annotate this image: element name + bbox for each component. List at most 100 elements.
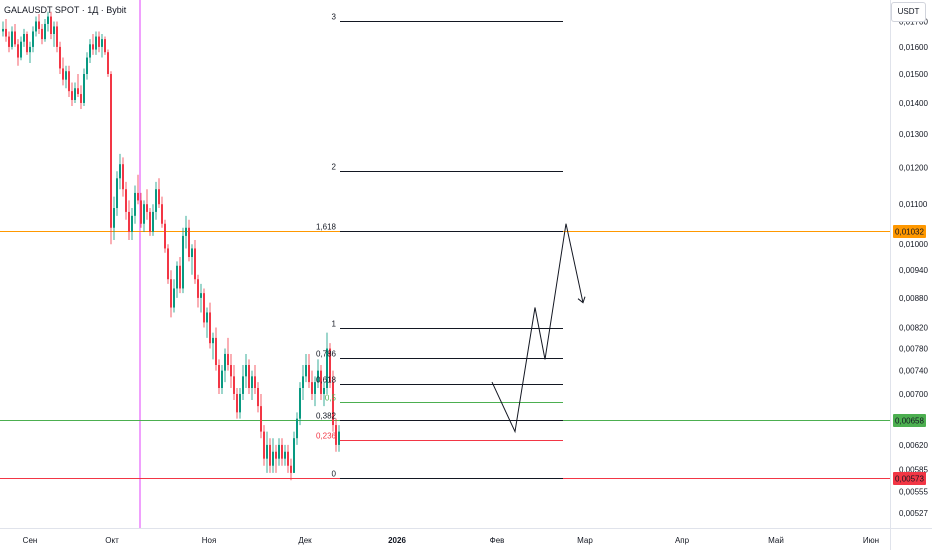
candle-body: [176, 265, 178, 289]
candle-body: [290, 465, 292, 473]
candle-body: [200, 293, 202, 298]
candle-body: [230, 364, 232, 377]
candle-body: [47, 16, 49, 24]
candle-body: [140, 200, 142, 224]
candle-body: [224, 353, 226, 371]
candle-body: [50, 16, 52, 34]
candle-body: [128, 211, 130, 232]
fib-level-label: 0,5: [325, 394, 337, 403]
candle-body: [302, 376, 304, 389]
candle-body: [254, 376, 256, 389]
candle-body: [122, 164, 124, 190]
candle-body: [257, 388, 259, 407]
price-tick-label: 0,00527: [899, 509, 928, 518]
plot-area[interactable]: [0, 0, 890, 528]
candle-body: [173, 288, 175, 308]
time-tick-label: Фев: [490, 536, 505, 545]
time-tick-label: Ноя: [202, 536, 217, 545]
candle-body: [23, 33, 25, 42]
symbol-title: GALAUSDT SPOT · 1Д · Bybit: [4, 5, 127, 15]
projection-path[interactable]: [491, 223, 584, 434]
candle-body: [314, 382, 316, 394]
candle-body: [44, 23, 46, 40]
fib-level-label: 0,236: [316, 432, 337, 441]
candle-body: [8, 36, 10, 47]
candle-body: [11, 31, 13, 47]
candle-body: [281, 444, 283, 459]
candle-body: [80, 94, 82, 103]
candle-body: [29, 46, 31, 53]
price-tick-label: 0,00880: [899, 294, 928, 303]
candle-body: [332, 382, 334, 426]
time-tick-label: 2026: [388, 536, 406, 545]
candle-body: [107, 52, 109, 75]
price-tick-label: 0,00740: [899, 367, 928, 376]
price-badge: [893, 472, 926, 485]
price-tick-label: 0,01200: [899, 164, 928, 173]
time-tick-label: Окт: [105, 536, 119, 545]
candle-body: [14, 31, 16, 45]
price-tick-label: 0,00820: [899, 324, 928, 333]
candle-body: [137, 192, 139, 201]
candle-body: [119, 164, 121, 179]
candle-body: [182, 235, 184, 289]
price-tick-label: 0,01500: [899, 70, 928, 79]
candle-body: [98, 36, 100, 47]
candle-body: [188, 227, 190, 258]
time-tick-label: Июн: [863, 536, 879, 545]
candle-body: [68, 71, 70, 92]
candle-body: [62, 68, 64, 80]
candle-body: [125, 189, 127, 212]
fib-level-label: 3: [332, 13, 337, 22]
candle-body: [272, 451, 274, 466]
candle-body: [338, 431, 340, 445]
candle-body: [320, 370, 322, 394]
candle-body: [158, 189, 160, 205]
candle-body: [299, 388, 301, 419]
currency-button[interactable]: USDT: [891, 2, 926, 22]
price-tick-label: 0,01300: [899, 130, 928, 139]
candle-body: [17, 44, 19, 58]
price-tick-label: 0,00940: [899, 266, 928, 275]
candle-body: [251, 376, 253, 389]
candle-body: [155, 189, 157, 212]
fib-level-label: 0,382: [316, 412, 337, 421]
fib-level-label: 0,618: [316, 376, 337, 385]
candle-body: [335, 425, 337, 445]
price-tick-label: 0,00700: [899, 390, 928, 399]
price-tick-label: 0,01000: [899, 240, 928, 249]
candle-body: [116, 178, 118, 209]
candle-body: [242, 376, 244, 394]
price-badge-label: 0,00658: [895, 417, 924, 426]
fib-level-label: 0,786: [316, 350, 337, 359]
candle-body: [65, 71, 67, 80]
candle-body: [71, 91, 73, 100]
candle-body: [89, 44, 91, 58]
candle-body: [20, 41, 22, 58]
price-tick-label: 0,01100: [899, 200, 928, 209]
candle-body: [203, 293, 205, 323]
candle-body: [263, 431, 265, 459]
candle-body: [185, 227, 187, 236]
time-tick-label: Дек: [298, 536, 312, 545]
time-tick-label: Апр: [675, 536, 690, 545]
candle-body: [170, 279, 172, 308]
candle-body: [284, 451, 286, 459]
candle-body: [296, 418, 298, 439]
candle-body: [287, 451, 289, 466]
candle-body: [227, 353, 229, 365]
candle-body: [218, 364, 220, 389]
candle-body: [239, 393, 241, 413]
candle-body: [53, 26, 55, 34]
fib-level-label: 2: [332, 163, 337, 172]
candle-body: [260, 406, 262, 432]
price-tick-label: 0,01600: [899, 43, 928, 52]
candle-body: [152, 211, 154, 232]
candle-body: [179, 265, 181, 289]
price-badge-label: 0,00573: [895, 475, 924, 484]
candle-body: [311, 382, 313, 394]
candle-body: [209, 312, 211, 344]
candle-body: [275, 451, 277, 459]
candle-body: [269, 444, 271, 466]
